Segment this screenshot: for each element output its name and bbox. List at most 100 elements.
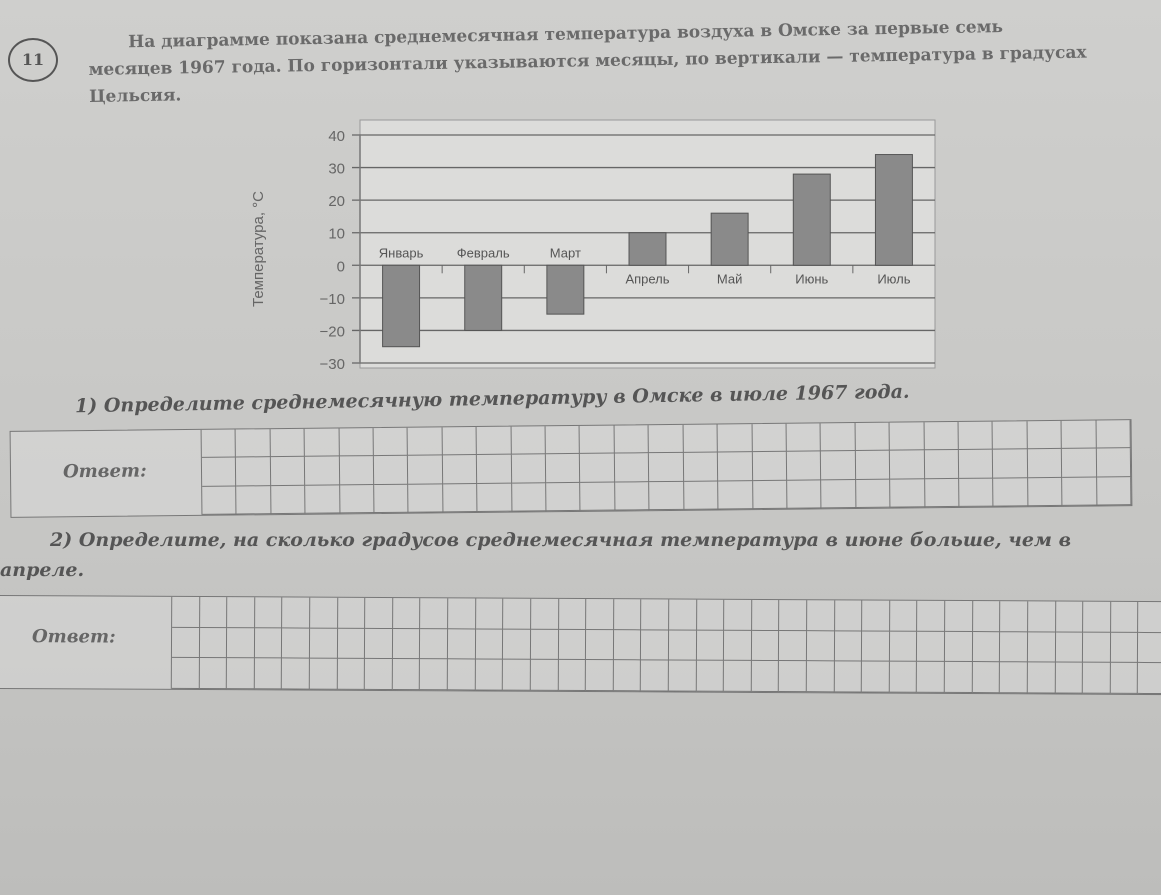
answer-cell[interactable] — [1000, 601, 1029, 632]
answer-cell[interactable] — [889, 450, 925, 480]
answer-cell[interactable] — [305, 456, 340, 486]
answer-cell[interactable] — [945, 600, 973, 632]
answer-cell[interactable] — [365, 628, 393, 660]
answer-cell[interactable] — [993, 477, 1029, 507]
answer-cell[interactable] — [752, 452, 788, 481]
answer-cell[interactable] — [924, 478, 960, 508]
answer-cell[interactable] — [558, 660, 587, 692]
answer-cell[interactable] — [917, 631, 946, 663]
answer-cell[interactable] — [420, 598, 449, 629]
answer-cell[interactable] — [475, 659, 504, 691]
answer-cell[interactable] — [310, 597, 338, 629]
answer-cell[interactable] — [958, 449, 994, 479]
answer-cell[interactable] — [641, 629, 670, 661]
answer-cell[interactable] — [806, 630, 835, 662]
answer-cell[interactable] — [752, 480, 788, 510]
answer-cell[interactable] — [392, 628, 421, 660]
answer-cell[interactable] — [696, 630, 725, 662]
answer-cell[interactable] — [511, 426, 546, 455]
answer-cell[interactable] — [282, 628, 311, 659]
answer-cell[interactable] — [779, 661, 807, 693]
answer-cell[interactable] — [365, 597, 394, 629]
answer-cell[interactable] — [546, 482, 581, 512]
answer-cell[interactable] — [751, 599, 780, 631]
answer-cell[interactable] — [862, 661, 890, 693]
answer-cell[interactable] — [365, 659, 393, 690]
answer-cell[interactable] — [503, 629, 532, 661]
answer-cell[interactable] — [171, 627, 200, 659]
answer-cell[interactable] — [972, 601, 1001, 632]
answer-cell[interactable] — [924, 421, 959, 451]
answer-cell[interactable] — [862, 600, 891, 632]
answer-cell[interactable] — [889, 631, 918, 663]
answer-cell[interactable] — [227, 597, 256, 628]
answer-cell[interactable] — [834, 600, 863, 632]
answer-cell[interactable] — [477, 454, 512, 484]
answer-cell[interactable] — [227, 627, 255, 659]
answer-cell[interactable] — [649, 481, 685, 511]
answer-cell[interactable] — [530, 660, 559, 691]
answer-cell[interactable] — [476, 426, 512, 456]
answer-cell[interactable] — [282, 658, 310, 690]
answer-cell[interactable] — [448, 598, 476, 630]
answer-cell[interactable] — [447, 659, 476, 691]
answer-cell[interactable] — [420, 628, 449, 660]
answer-cell[interactable] — [724, 599, 753, 631]
answer-cell[interactable] — [254, 597, 283, 629]
answer-cell[interactable] — [779, 630, 808, 662]
answer-cell[interactable] — [649, 453, 684, 482]
answer-cell[interactable] — [580, 482, 616, 511]
answer-cell[interactable] — [834, 661, 863, 693]
answer-cell[interactable] — [1027, 420, 1062, 450]
answer-cell[interactable] — [442, 483, 478, 513]
answer-cell[interactable] — [889, 422, 925, 451]
answer-cell[interactable] — [723, 661, 752, 692]
answer-cell[interactable] — [959, 478, 994, 507]
answer-cell[interactable] — [531, 598, 559, 630]
answer-cell[interactable] — [668, 660, 697, 692]
answer-cell[interactable] — [1083, 601, 1111, 633]
answer-cell[interactable] — [683, 424, 718, 454]
answer-cell[interactable] — [696, 660, 725, 692]
answer-cell[interactable] — [199, 658, 228, 690]
answer-cell[interactable] — [309, 628, 338, 660]
answer-cell[interactable] — [1055, 632, 1084, 663]
answer-cell[interactable] — [1082, 662, 1111, 694]
answer-cell[interactable] — [820, 423, 856, 452]
answer-cell[interactable] — [236, 457, 271, 487]
answer-cell[interactable] — [821, 451, 856, 481]
answer-cell[interactable] — [641, 660, 669, 692]
answer-cell[interactable] — [717, 424, 753, 453]
answer-cell[interactable] — [580, 425, 615, 455]
answer-cell[interactable] — [615, 481, 650, 511]
answer-cell[interactable] — [392, 659, 421, 691]
answer-cell[interactable] — [477, 483, 513, 512]
answer-cell[interactable] — [786, 423, 822, 453]
answer-cell[interactable] — [1138, 663, 1161, 695]
answer-cell[interactable] — [254, 658, 283, 690]
answer-cell[interactable] — [1062, 477, 1097, 506]
answer-cell[interactable] — [613, 660, 642, 692]
answer-cell[interactable] — [337, 628, 366, 660]
answer-cell[interactable] — [511, 482, 547, 512]
answer-cell[interactable] — [373, 456, 409, 485]
answer-cell[interactable] — [236, 485, 272, 515]
answer-cell[interactable] — [1110, 632, 1139, 664]
answer-cell[interactable] — [752, 423, 787, 453]
answer-cell[interactable] — [1027, 662, 1056, 694]
answer-cell[interactable] — [917, 662, 946, 693]
answer-cell[interactable] — [958, 421, 994, 451]
answer-cell[interactable] — [1027, 449, 1063, 478]
answer-cell[interactable] — [586, 629, 614, 661]
answer-cell[interactable] — [1055, 662, 1084, 694]
answer-cell[interactable] — [442, 455, 478, 484]
answer-cell[interactable] — [201, 429, 237, 459]
answer-cell[interactable] — [1138, 601, 1161, 633]
answer-cell[interactable] — [972, 631, 1001, 663]
answer-cell[interactable] — [613, 599, 642, 630]
answer-cell[interactable] — [855, 450, 891, 480]
answer-cell[interactable] — [917, 600, 946, 632]
answer-cell[interactable] — [718, 480, 753, 510]
answer-cell[interactable] — [1027, 477, 1063, 507]
answer-cell[interactable] — [270, 485, 306, 515]
